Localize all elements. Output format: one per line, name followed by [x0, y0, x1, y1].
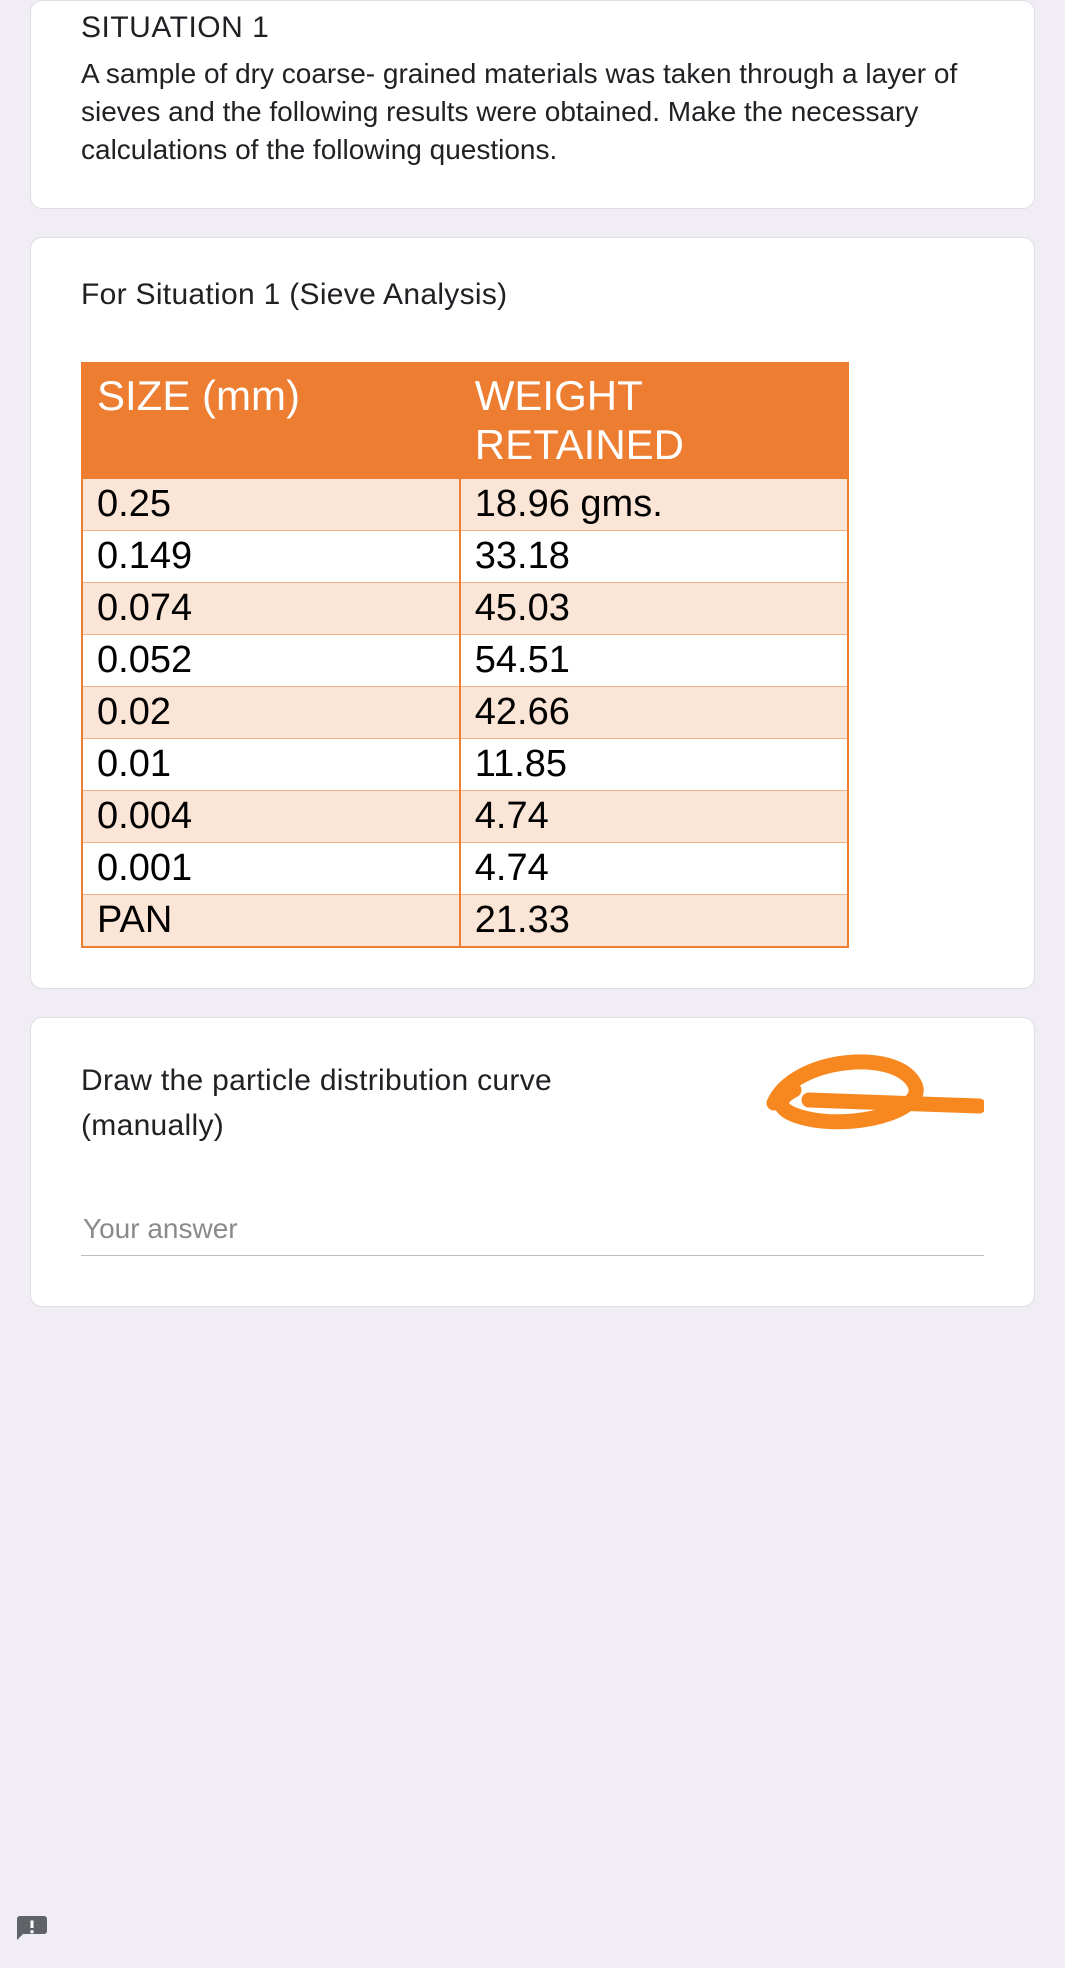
feedback-icon[interactable] [14, 1913, 50, 1954]
question-line1: Draw the particle distribution curve [81, 1064, 552, 1097]
table-row: 0.0044.74 [82, 790, 848, 842]
question-line2: (manually) [81, 1109, 224, 1142]
table-row: 0.14933.18 [82, 530, 848, 582]
cell-weight: 42.66 [460, 686, 848, 738]
cell-size: 0.25 [82, 478, 460, 531]
cell-weight: 4.74 [460, 790, 848, 842]
col-size-header: SIZE (mm) [82, 363, 460, 478]
answer-input[interactable] [81, 1203, 984, 1256]
sieve-table: SIZE (mm) WEIGHT RETAINED 0.2518.96 gms.… [81, 362, 849, 948]
cell-weight: 45.03 [460, 582, 848, 634]
cell-weight: 4.74 [460, 842, 848, 894]
question-text: Draw the particle distribution curve (ma… [81, 1058, 552, 1148]
cell-weight: 18.96 gms. [460, 478, 848, 531]
table-row: PAN21.33 [82, 894, 848, 947]
question-card: Draw the particle distribution curve (ma… [30, 1017, 1035, 1307]
table-row: 0.0242.66 [82, 686, 848, 738]
sieve-table-body: 0.2518.96 gms. 0.14933.18 0.07445.03 0.0… [82, 478, 848, 947]
col-weight-header: WEIGHT RETAINED [460, 363, 848, 478]
table-row: 0.07445.03 [82, 582, 848, 634]
col-weight-line2: RETAINED [475, 421, 684, 468]
cell-weight: 11.85 [460, 738, 848, 790]
cell-size: 0.004 [82, 790, 460, 842]
table-row: 0.0014.74 [82, 842, 848, 894]
situation-title: SITUATION 1 [81, 11, 984, 45]
cell-size: 0.074 [82, 582, 460, 634]
cell-size: 0.02 [82, 686, 460, 738]
cell-size: PAN [82, 894, 460, 947]
cell-size: 0.01 [82, 738, 460, 790]
cell-weight: 33.18 [460, 530, 848, 582]
table-row: 0.0111.85 [82, 738, 848, 790]
cell-weight: 54.51 [460, 634, 848, 686]
col-weight-line1: WEIGHT [475, 372, 643, 419]
cell-weight: 21.33 [460, 894, 848, 947]
cell-size: 0.149 [82, 530, 460, 582]
cell-size: 0.052 [82, 634, 460, 686]
annotation-scribble [754, 1048, 984, 1143]
analysis-card: For Situation 1 (Sieve Analysis) SIZE (m… [30, 237, 1035, 989]
table-row: 0.05254.51 [82, 634, 848, 686]
table-header-row: SIZE (mm) WEIGHT RETAINED [82, 363, 848, 478]
cell-size: 0.001 [82, 842, 460, 894]
situation-body: A sample of dry coarse- grained material… [81, 55, 984, 168]
analysis-heading: For Situation 1 (Sieve Analysis) [81, 278, 984, 312]
table-row: 0.2518.96 gms. [82, 478, 848, 531]
situation-card: SITUATION 1 A sample of dry coarse- grai… [30, 0, 1035, 209]
